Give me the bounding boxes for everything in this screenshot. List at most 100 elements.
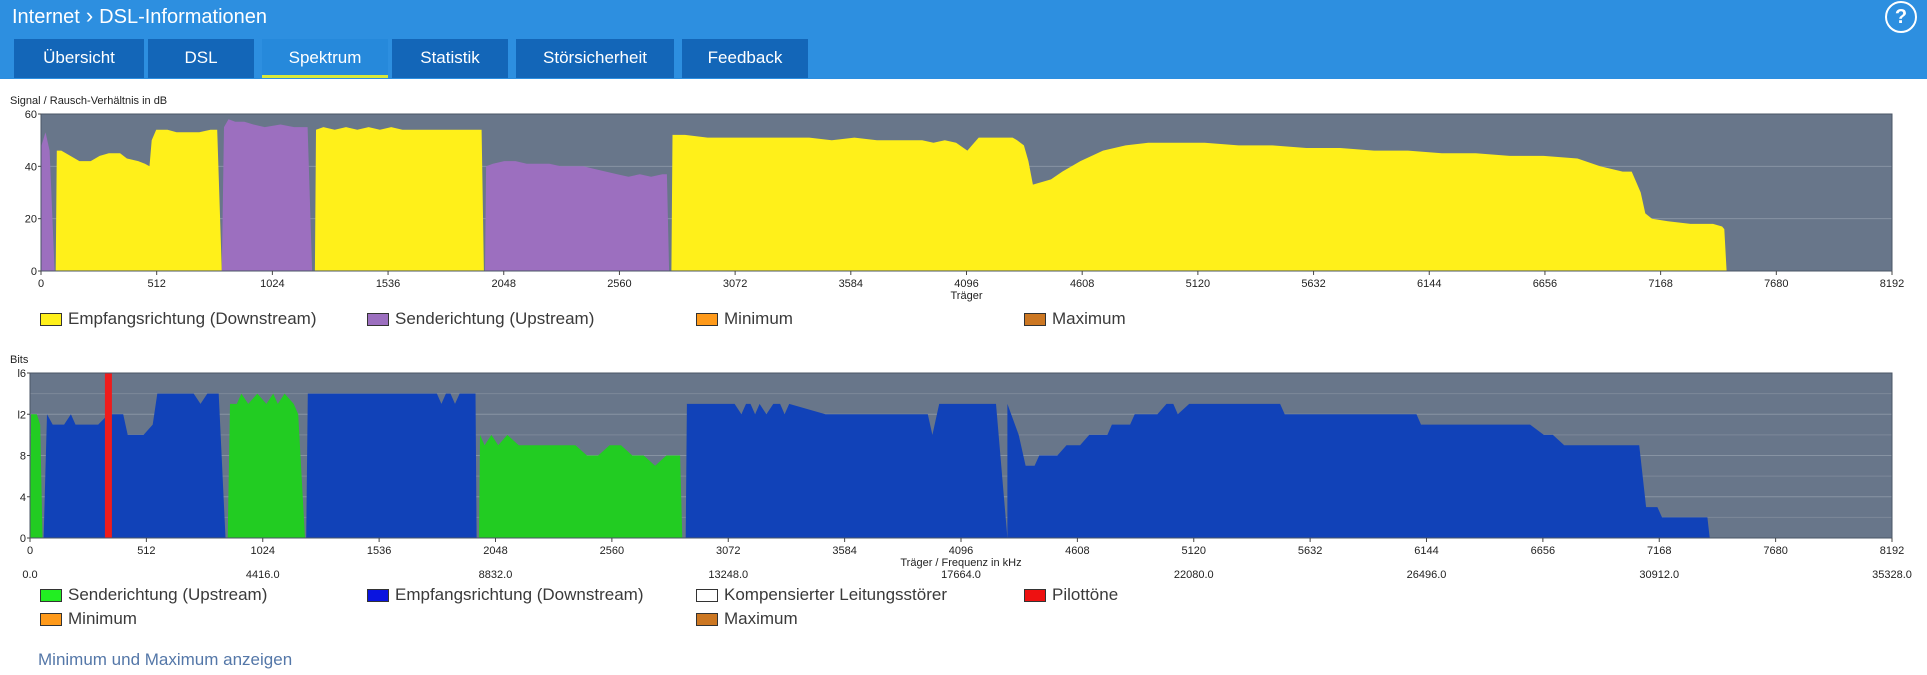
x-tick-label: 1024 xyxy=(251,545,275,557)
y-tick-label: 20 xyxy=(25,214,37,226)
legend-label: Minimum xyxy=(68,609,137,628)
tab-spektrum[interactable]: Spektrum xyxy=(262,39,388,78)
x-tick-label: 3072 xyxy=(723,278,747,290)
x-tick-label: 512 xyxy=(148,278,166,290)
legend-bits-compensated: Kompensierter Leitungsstörer xyxy=(696,585,947,605)
y-tick-label: l2 xyxy=(17,409,26,421)
legend-label: Empfangsrichtung (Downstream) xyxy=(395,585,644,604)
series-area xyxy=(41,132,55,271)
tab-feedback[interactable]: Feedback xyxy=(682,39,808,78)
legend-swatch-downstream xyxy=(40,312,62,326)
x-tick-label: 2048 xyxy=(492,278,516,290)
legend-label: Minimum xyxy=(724,309,793,328)
legend-snr-maximum: Maximum xyxy=(1024,309,1126,329)
x-freq-label: 17664.0 xyxy=(941,569,981,581)
x-tick-label: 3584 xyxy=(832,545,856,557)
x-freq-label: 4416.0 xyxy=(246,569,280,581)
series-area xyxy=(478,434,683,538)
bits-chart-ylabel: Bits xyxy=(10,354,29,366)
legend-bits-downstream: Empfangsrichtung (Downstream) xyxy=(367,585,643,605)
tab-statistik[interactable]: Statistik xyxy=(392,39,508,78)
x-tick-label: 8192 xyxy=(1880,545,1904,557)
page-title: DSL-Informationen xyxy=(99,5,268,28)
legend-swatch-compensated xyxy=(696,588,718,602)
legend-label: Kompensierter Leitungsstörer xyxy=(724,585,948,604)
series-area xyxy=(671,134,1727,271)
y-tick-label: 4 xyxy=(20,492,26,504)
x-freq-label: 8832.0 xyxy=(479,569,513,581)
tab-stoersicherheit[interactable]: Störsicherheit xyxy=(516,39,674,78)
y-tick-label: 0 xyxy=(31,266,37,278)
legend-swatch-maximum xyxy=(1024,312,1046,326)
series-area xyxy=(485,161,670,271)
breadcrumb: Internet › DSL-Informationen xyxy=(12,3,268,30)
x-tick-label: 1536 xyxy=(376,278,400,290)
snr-chart-ylabel: Signal / Rausch-Verhältnis in dB xyxy=(10,95,168,107)
x-freq-label: 26496.0 xyxy=(1407,569,1447,581)
help-icon[interactable]: ? xyxy=(1885,1,1917,33)
x-tick-label: 7680 xyxy=(1764,278,1788,290)
legend-bits-maximum: Maximum xyxy=(696,609,798,629)
legend-label: Pilottöne xyxy=(1052,585,1119,604)
series-area xyxy=(314,127,484,271)
x-tick-label: 1024 xyxy=(260,278,284,290)
breadcrumb-root[interactable]: Internet xyxy=(12,5,80,28)
x-tick-label: 3584 xyxy=(839,278,863,290)
y-tick-label: 0 xyxy=(20,533,26,545)
series-area xyxy=(221,119,313,271)
x-tick-label: 2560 xyxy=(600,545,624,557)
x-tick-label: 7168 xyxy=(1648,278,1672,290)
legend-label: Empfangsrichtung (Downstream) xyxy=(68,309,317,328)
x-tick-label: 512 xyxy=(137,545,155,557)
x-axis-label: Träger / Frequenz in kHz xyxy=(900,557,1021,569)
snr-chart: 0 20 40 60 0 512 1024 1536 2048 2560 3072 3584 4096 4… xyxy=(25,109,1904,302)
page-header: Internet › DSL-Informationen ? Übersicht… xyxy=(0,0,1927,79)
x-tick-label: 6656 xyxy=(1531,545,1555,557)
legend-bits-pilot: Pilottöne xyxy=(1024,585,1118,605)
x-tick-label: 5120 xyxy=(1186,278,1210,290)
x-tick-label: 3072 xyxy=(716,545,740,557)
x-axis-label: Träger xyxy=(951,290,983,302)
y-tick-label: 8 xyxy=(20,451,26,463)
x-tick-label: 6656 xyxy=(1533,278,1557,290)
y-tick-label: 60 xyxy=(25,109,37,121)
x-tick-label: 0 xyxy=(27,545,33,557)
legend-label: Maximum xyxy=(1052,309,1126,328)
x-freq-label: 13248.0 xyxy=(708,569,748,581)
x-tick-label: 8192 xyxy=(1880,278,1904,290)
y-tick-label: 40 xyxy=(25,161,37,173)
x-tick-label: 0 xyxy=(38,278,44,290)
x-freq-label: 35328.0 xyxy=(1872,569,1912,581)
legend-swatch-upstream xyxy=(40,588,62,602)
tab-uebersicht[interactable]: Übersicht xyxy=(14,39,144,78)
series-area xyxy=(30,414,43,538)
x-tick-label: 4608 xyxy=(1065,545,1089,557)
x-freq-label: 0.0 xyxy=(22,569,37,581)
x-tick-label: 6144 xyxy=(1414,545,1438,557)
pilot-tone-bar xyxy=(104,373,112,538)
x-tick-label: 7680 xyxy=(1763,545,1787,557)
x-tick-label: 4096 xyxy=(949,545,973,557)
legend-bits-minimum: Minimum xyxy=(40,609,137,629)
x-freq-label: 30912.0 xyxy=(1639,569,1679,581)
x-tick-label: 2560 xyxy=(607,278,631,290)
series-area xyxy=(306,393,477,538)
legend-label: Maximum xyxy=(724,609,798,628)
y-tick-label: l6 xyxy=(17,368,26,380)
legend-snr-downstream: Empfangsrichtung (Downstream) xyxy=(40,309,316,329)
chevron-right-icon: › xyxy=(85,3,94,28)
legend-swatch-minimum xyxy=(696,312,718,326)
x-tick-label: 6144 xyxy=(1417,278,1441,290)
series-area xyxy=(685,403,1008,538)
series-area xyxy=(43,393,226,538)
tab-dsl[interactable]: DSL xyxy=(148,39,254,78)
legend-swatch-upstream xyxy=(367,312,389,326)
legend-snr-upstream: Senderichtung (Upstream) xyxy=(367,309,594,329)
legend-swatch-pilot xyxy=(1024,588,1046,602)
bits-chart: 0 4 8 l2 l6 0 512 1024 1536 2048 2560 3072 3584 4096 4… xyxy=(17,368,1912,581)
legend-label: Senderichtung (Upstream) xyxy=(395,309,595,328)
legend-snr-minimum: Minimum xyxy=(696,309,793,329)
show-min-max-link[interactable]: Minimum und Maximum anzeigen xyxy=(38,650,293,669)
legend-swatch-downstream xyxy=(367,588,389,602)
x-tick-label: 2048 xyxy=(483,545,507,557)
